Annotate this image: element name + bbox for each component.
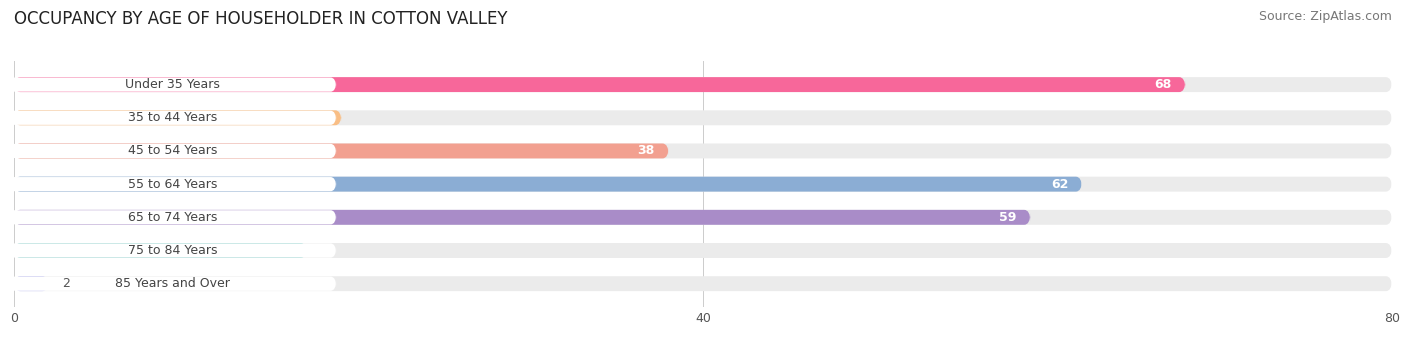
FancyBboxPatch shape xyxy=(8,177,336,191)
FancyBboxPatch shape xyxy=(14,77,1392,92)
Text: 68: 68 xyxy=(1154,78,1171,91)
FancyBboxPatch shape xyxy=(14,144,669,159)
Text: 17: 17 xyxy=(276,244,292,257)
FancyBboxPatch shape xyxy=(8,77,336,92)
FancyBboxPatch shape xyxy=(14,243,1392,258)
FancyBboxPatch shape xyxy=(14,110,1392,125)
FancyBboxPatch shape xyxy=(8,111,336,125)
FancyBboxPatch shape xyxy=(8,144,336,158)
FancyBboxPatch shape xyxy=(14,210,1031,225)
Text: OCCUPANCY BY AGE OF HOUSEHOLDER IN COTTON VALLEY: OCCUPANCY BY AGE OF HOUSEHOLDER IN COTTO… xyxy=(14,10,508,28)
Text: 75 to 84 Years: 75 to 84 Years xyxy=(128,244,218,257)
Text: 38: 38 xyxy=(637,145,655,158)
Text: 65 to 74 Years: 65 to 74 Years xyxy=(128,211,217,224)
FancyBboxPatch shape xyxy=(14,276,48,291)
Text: 62: 62 xyxy=(1050,178,1069,191)
FancyBboxPatch shape xyxy=(8,277,336,291)
FancyBboxPatch shape xyxy=(8,210,336,224)
FancyBboxPatch shape xyxy=(14,210,1392,225)
Text: 59: 59 xyxy=(1000,211,1017,224)
FancyBboxPatch shape xyxy=(8,243,336,257)
FancyBboxPatch shape xyxy=(14,243,307,258)
Text: Source: ZipAtlas.com: Source: ZipAtlas.com xyxy=(1258,10,1392,23)
Text: 45 to 54 Years: 45 to 54 Years xyxy=(128,145,217,158)
FancyBboxPatch shape xyxy=(14,177,1392,192)
Text: 2: 2 xyxy=(62,277,70,290)
Text: Under 35 Years: Under 35 Years xyxy=(125,78,219,91)
Text: 35 to 44 Years: 35 to 44 Years xyxy=(128,111,217,124)
Text: 85 Years and Over: 85 Years and Over xyxy=(115,277,231,290)
Text: 19: 19 xyxy=(311,111,328,124)
FancyBboxPatch shape xyxy=(14,110,342,125)
FancyBboxPatch shape xyxy=(14,276,1392,291)
FancyBboxPatch shape xyxy=(14,77,1185,92)
Text: 55 to 64 Years: 55 to 64 Years xyxy=(128,178,217,191)
FancyBboxPatch shape xyxy=(14,177,1083,192)
FancyBboxPatch shape xyxy=(14,144,1392,159)
